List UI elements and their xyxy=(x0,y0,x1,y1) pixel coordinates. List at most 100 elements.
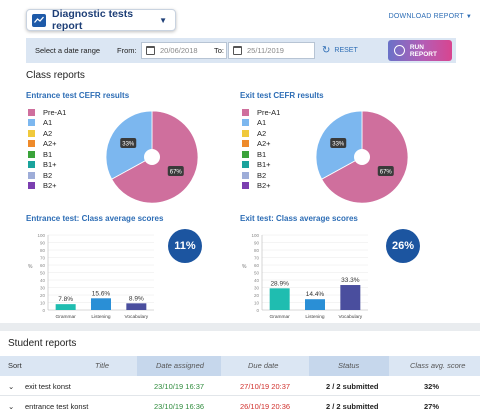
y-tick-label: 80 xyxy=(40,248,46,253)
row-score: 32% xyxy=(424,382,440,391)
to-label: To: xyxy=(214,46,225,55)
legend-swatch xyxy=(242,119,249,127)
row-title: entrance test konst xyxy=(25,402,89,411)
entrance-avg-title: Entrance test: Class average scores xyxy=(26,214,164,223)
pie-label-bg xyxy=(330,137,347,148)
legend-label: B1+ xyxy=(257,160,271,170)
legend-item: A1 xyxy=(28,118,66,129)
y-tick-label: 100 xyxy=(37,233,45,238)
y-tick-label: 90 xyxy=(40,240,46,245)
pie-value-label: 67% xyxy=(170,170,183,176)
legend-label: B2+ xyxy=(257,181,271,191)
report-type-select[interactable]: Diagnostic tests report ▼ xyxy=(26,8,176,32)
y-tick-label: 20 xyxy=(254,293,260,298)
bar-value-label: 8.9% xyxy=(129,295,144,302)
status-column-highlight xyxy=(309,356,389,376)
entrance-avg-score-badge: 11% xyxy=(168,229,202,263)
run-icon xyxy=(394,45,405,56)
reset-button[interactable]: ↻ RESET xyxy=(322,45,358,56)
calendar-icon xyxy=(146,46,155,55)
to-date-input[interactable]: 25/11/2019 xyxy=(228,42,315,59)
legend-item: A2 xyxy=(28,128,66,139)
page-header: Diagnostic tests report ▼ DOWNLOAD REPOR… xyxy=(0,0,480,38)
x-tick-label: Grammar xyxy=(270,314,291,320)
to-date-value: 25/11/2019 xyxy=(247,46,284,55)
score-header[interactable]: Class avg. score xyxy=(410,361,466,370)
download-report-button[interactable]: DOWNLOAD REPORT ▼ xyxy=(389,13,472,20)
row-score: 27% xyxy=(424,402,440,411)
legend-label: A2 xyxy=(257,128,267,138)
legend-swatch xyxy=(242,140,249,148)
status-header[interactable]: Status xyxy=(338,361,360,370)
legend-item: A2+ xyxy=(28,139,66,150)
from-date-input[interactable]: 20/06/2018 xyxy=(141,42,227,59)
legend-label: A2+ xyxy=(257,139,271,149)
bar-value-label: 28.9% xyxy=(270,280,289,287)
exit-avg-bar-chart: % 0 10 20 30 40 50 60 70 80 90 100 28.9% Grammar 14.4%… xyxy=(242,233,368,320)
bar-vocabulary[interactable] xyxy=(126,303,147,310)
bar-listening[interactable] xyxy=(305,299,325,310)
row-title: exit test konst xyxy=(25,382,71,391)
bar-value-label: 33.3% xyxy=(341,277,360,284)
legend-label: B1 xyxy=(43,149,53,159)
caret-down-icon: ▼ xyxy=(465,14,472,20)
exit-avg-title: Exit test: Class average scores xyxy=(240,214,358,223)
due-date-header[interactable]: Due date xyxy=(248,361,279,370)
legend-swatch xyxy=(28,129,35,137)
chevron-down-icon: ▼ xyxy=(159,15,167,25)
legend-swatch xyxy=(28,150,35,158)
date-assigned-header[interactable]: Date assigned xyxy=(156,361,204,370)
y-tick-label: 60 xyxy=(254,263,260,268)
expand-chevron-icon[interactable]: ⌄ xyxy=(8,382,15,391)
y-tick-label: 0 xyxy=(42,308,45,313)
legend-item: B2 xyxy=(28,170,66,181)
legend-label: Pre-A1 xyxy=(43,107,67,117)
date-range-bar: Select a date range From: 20/06/2018 To:… xyxy=(26,38,456,63)
exit-avg-score-badge: 26% xyxy=(386,229,420,263)
pie-center-hole xyxy=(354,149,370,165)
title-header[interactable]: Title xyxy=(95,361,110,370)
sort-header[interactable]: Sort xyxy=(8,361,22,370)
legend-label: B2 xyxy=(43,170,53,180)
y-tick-label: 40 xyxy=(40,278,46,283)
y-tick-label: 60 xyxy=(40,263,46,268)
x-tick-label: Grammar xyxy=(56,314,77,320)
line-chart-icon xyxy=(32,13,46,27)
pie-label-bg xyxy=(120,137,137,148)
y-tick-label: 40 xyxy=(254,278,260,283)
expand-chevron-icon[interactable]: ⌄ xyxy=(8,402,15,411)
legend-swatch xyxy=(242,182,249,190)
legend-label: B1 xyxy=(257,149,267,159)
legend-swatch xyxy=(242,150,249,158)
bar-grammar[interactable] xyxy=(55,304,76,310)
y-tick-label: 70 xyxy=(254,255,260,260)
download-report-label: DOWNLOAD REPORT xyxy=(388,13,464,20)
legend-label: A1 xyxy=(43,118,53,128)
table-row[interactable]: ⌄ entrance test konst 23/10/19 16:36 26/… xyxy=(0,397,480,414)
y-tick-label: 30 xyxy=(40,285,46,290)
legend-item: B2 xyxy=(242,170,280,181)
reset-label: RESET xyxy=(334,47,358,54)
legend-item: B2+ xyxy=(242,181,280,192)
entrance-avg-bar-chart: % 0 10 20 30 40 50 60 70 80 90 100 7.8% Grammar 15.6% L… xyxy=(28,233,154,320)
run-report-label: RUN REPORT xyxy=(409,43,437,58)
bar-grammar[interactable] xyxy=(269,288,290,310)
entrance-cefr-title: Entrance test CEFR results xyxy=(26,91,130,100)
exit-cefr-title: Exit test CEFR results xyxy=(240,91,324,100)
bar-vocabulary[interactable] xyxy=(340,285,361,310)
y-tick-label: 10 xyxy=(254,300,260,305)
run-report-button[interactable]: RUN REPORT xyxy=(388,40,452,61)
exit-cefr-legend: Pre-A1 A1 A2 A2+ B1 B1+ B2 B2+ xyxy=(242,107,280,191)
bar-listening[interactable] xyxy=(91,298,111,310)
row-status: 2 / 2 submitted xyxy=(326,402,379,411)
legend-item: B1 xyxy=(28,149,66,160)
y-tick-label: 70 xyxy=(40,255,46,260)
table-row[interactable]: ⌄ exit test konst 23/10/19 16:37 27/10/1… xyxy=(0,377,480,396)
legend-item: B1+ xyxy=(242,160,280,171)
legend-item: Pre-A1 xyxy=(242,107,280,118)
legend-swatch xyxy=(28,108,35,116)
legend-label: A2+ xyxy=(43,139,57,149)
legend-label: B1+ xyxy=(43,160,57,170)
y-tick-label: 50 xyxy=(254,270,260,275)
section-divider xyxy=(0,323,480,331)
